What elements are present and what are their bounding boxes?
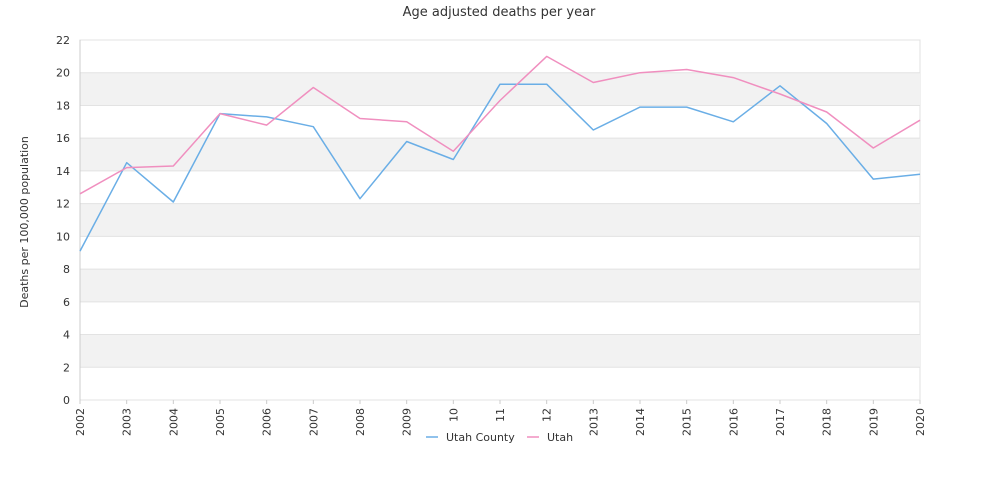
x-tick-label: 2008 [354,408,367,436]
x-tick-label: 2003 [121,408,134,436]
x-tick-label: 2002 [74,408,87,436]
y-tick-label: 20 [56,67,70,80]
grid-band [80,334,920,368]
y-tick-label: 22 [56,34,70,47]
x-tick-label: 2013 [587,408,600,436]
y-axis-ticks: 0 2 4 6 8 10 12 14 16 18 20 22 [56,34,70,407]
x-axis-ticks: 2002 2003 2004 2005 2006 2007 2008 2009 10 11 12 20… [74,400,927,436]
y-tick-label: 12 [56,198,70,211]
legend-label: Utah County [446,431,515,444]
y-tick-label: 10 [56,230,70,243]
x-tick-label: 2009 [401,408,414,436]
x-tick-label: 12 [541,408,554,422]
x-tick-label: 10 [447,408,460,422]
x-tick-label: 2016 [727,408,740,436]
series-lines [79,55,921,252]
y-tick-label: 2 [63,361,70,374]
x-tick-label: 2017 [774,408,787,436]
legend-label: Utah [547,431,573,444]
x-tick-label: 2005 [214,408,227,436]
x-tick-label: 2014 [634,408,647,436]
y-tick-label: 4 [63,329,70,342]
x-tick-label: 2019 [867,408,880,436]
x-tick-label: 2020 [914,408,927,436]
x-tick-label: 2004 [167,408,180,436]
grid-band [80,138,920,171]
y-tick-label: 14 [56,165,70,178]
x-tick-label: 2015 [681,408,694,436]
y-tick-label: 18 [56,99,70,112]
x-tick-label: 11 [494,408,507,422]
y-tick-label: 8 [63,263,70,276]
gridlines [79,39,920,401]
legend: Utah County Utah [426,431,573,444]
grid-band [80,203,920,237]
y-axis-label: Deaths per 100,000 population [18,136,31,308]
y-tick-label: 16 [56,132,70,145]
x-tick-label: 2006 [261,408,274,436]
grid-bands [79,39,921,401]
x-tick-label: 2018 [821,408,834,436]
grid-band [80,269,920,302]
y-tick-label: 6 [63,296,70,309]
chart-title: Age adjusted deaths per year [403,5,596,20]
x-tick-label: 2007 [307,408,320,436]
y-tick-label: 0 [63,394,70,407]
series-line [79,55,921,195]
